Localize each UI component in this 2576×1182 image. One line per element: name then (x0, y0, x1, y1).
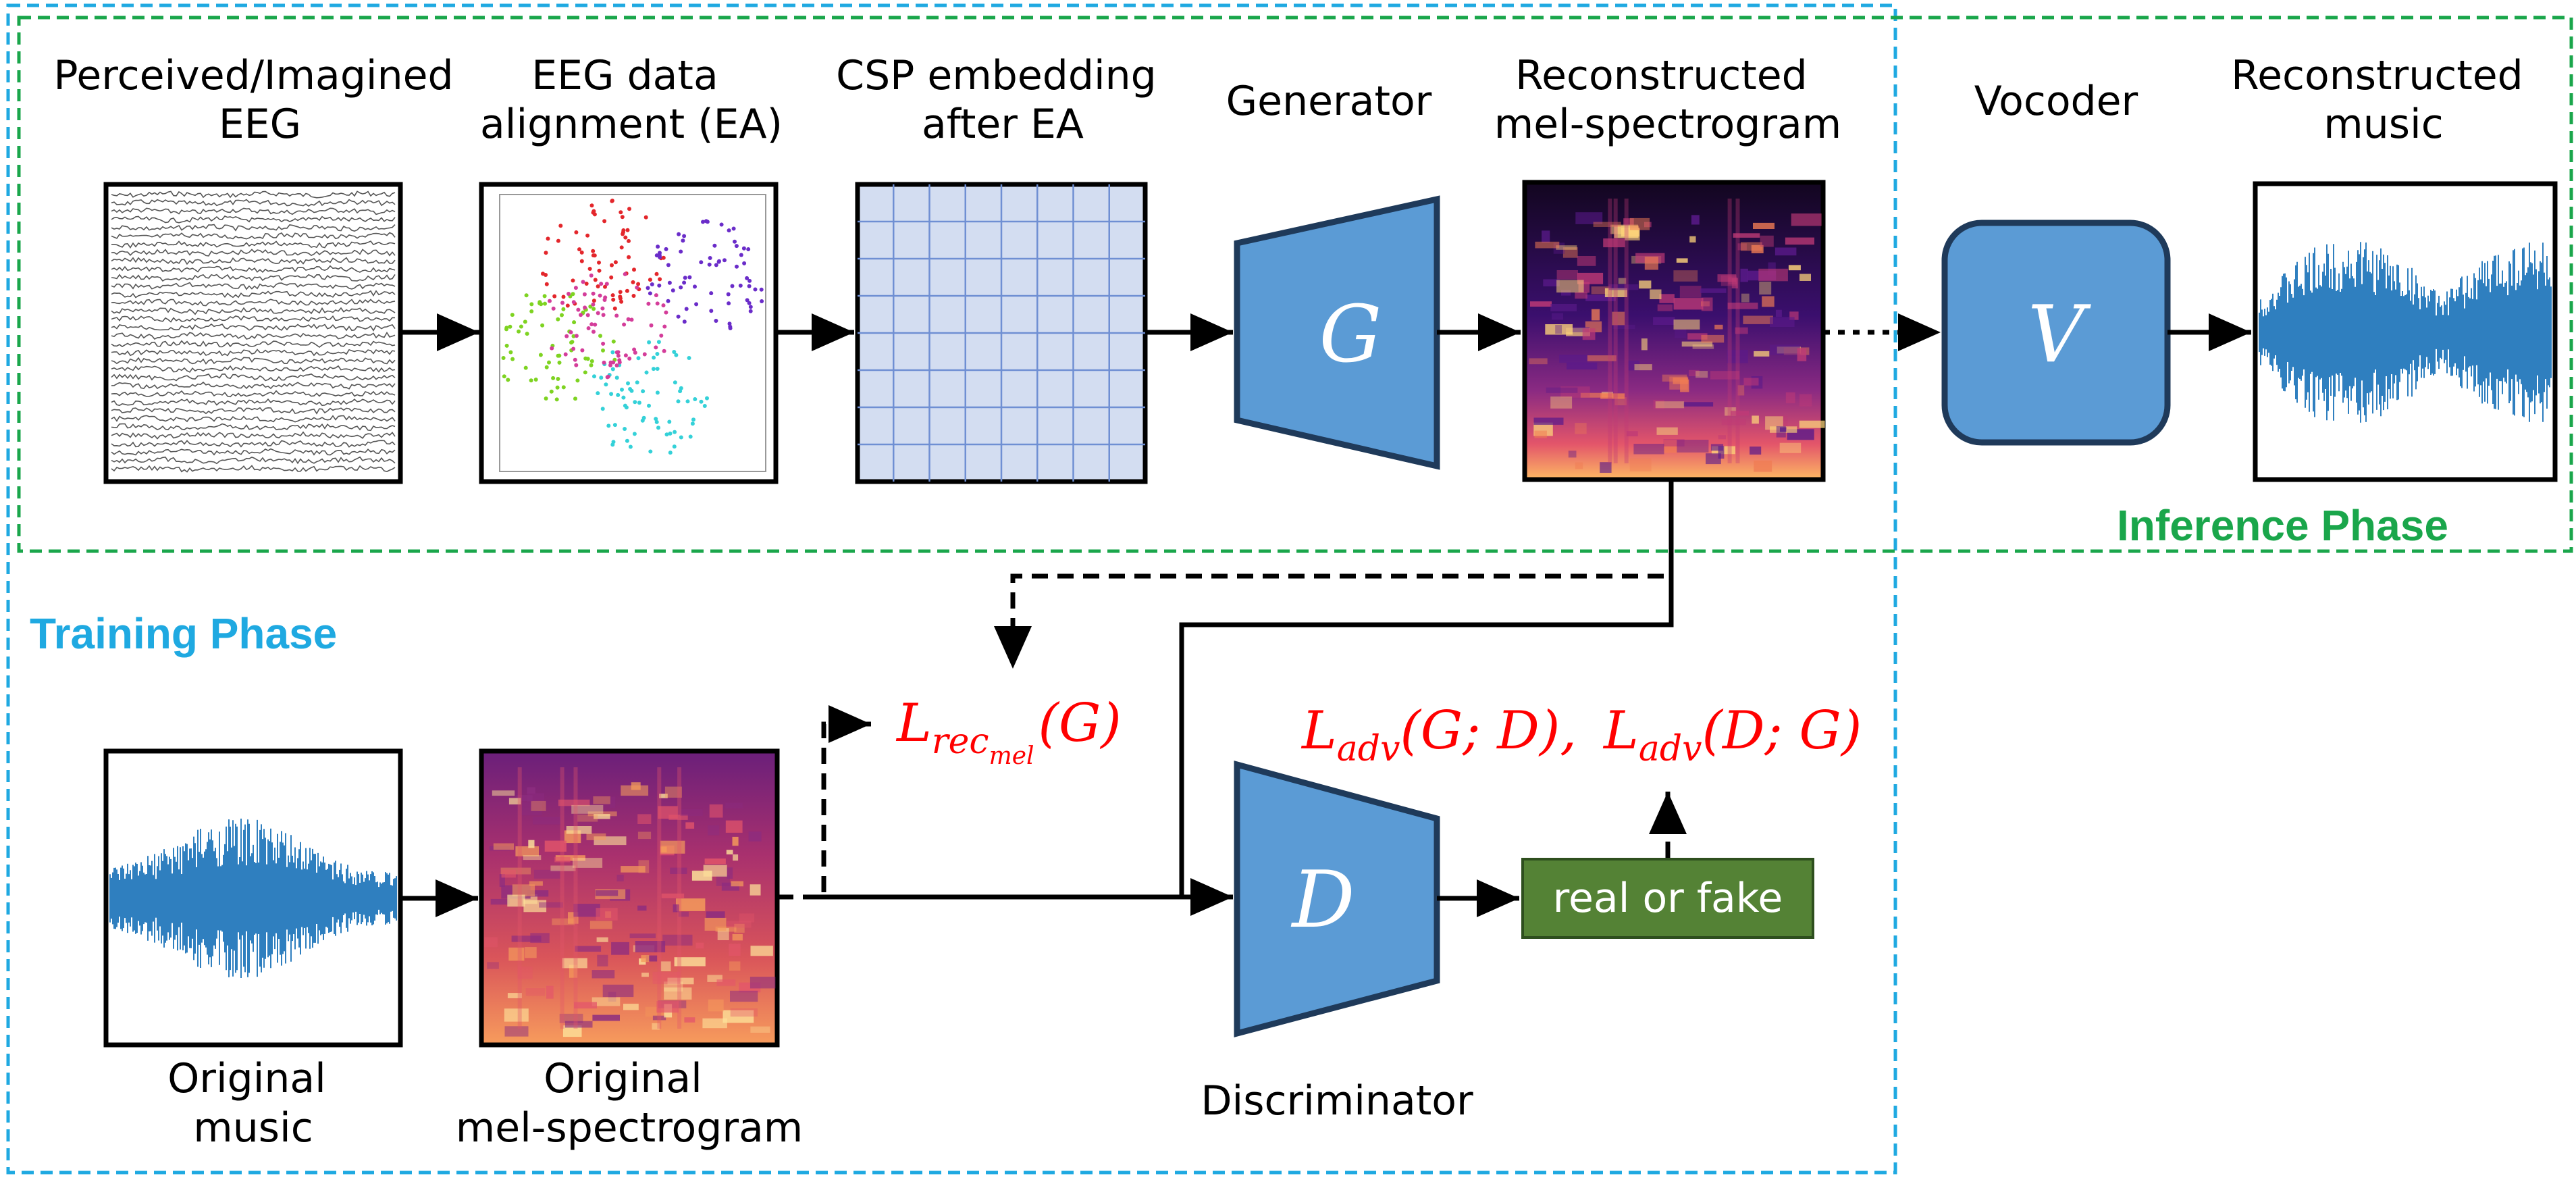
inference-phase-label: Inference Phase (2117, 501, 2448, 550)
recon-music-label: Reconstructed music (2231, 52, 2536, 148)
discriminator-label: Discriminator (1201, 1077, 1473, 1125)
real-or-fake-label: real or fake (1553, 875, 1783, 922)
vocoder-block: V (1941, 220, 2171, 446)
adversarial-loss-formula: Ladv(G; D), Ladv(D; G) (1300, 700, 1862, 769)
dashed-connectors (777, 313, 1941, 900)
vocoder-label: Vocoder (1974, 78, 2138, 125)
eeg-signal-plot (103, 182, 403, 484)
orig-music-label: Original music (167, 1055, 339, 1152)
training-phase-label: Training Phase (30, 609, 337, 658)
generator-label: Generator (1226, 78, 1432, 125)
training-phase-frame (6, 3, 1897, 1175)
vocoder-symbol: V (2028, 289, 2091, 380)
reconstructed-music-waveform (2253, 181, 2558, 482)
original-music-waveform (103, 748, 403, 1048)
solid-connectors (400, 313, 2251, 917)
ea-label: EEG data alignment (EA) (480, 52, 783, 148)
reconstruction-loss-formula: Lrecmel(G) (895, 693, 1122, 770)
ea-scatter-plot (479, 182, 779, 484)
recon-mel-label: Reconstructed mel-spectrogram (1494, 52, 1841, 148)
generator-symbol: G (1319, 289, 1382, 380)
csp-embedding-grid (855, 182, 1148, 484)
reconstructed-mel-spectrogram (1522, 180, 1826, 482)
eeg-label: Perceived/Imagined EEG (53, 52, 466, 148)
generator-block: G (1234, 195, 1440, 470)
original-mel-spectrogram (479, 748, 780, 1048)
discriminator-symbol: D (1290, 854, 1355, 946)
real-or-fake-output: real or fake (1521, 858, 1814, 939)
inference-phase-frame (17, 16, 2573, 553)
discriminator-block: D (1234, 761, 1440, 1037)
csp-label: CSP embedding after EA (836, 52, 1169, 148)
orig-mel-label: Original mel-spectrogram (456, 1055, 803, 1152)
